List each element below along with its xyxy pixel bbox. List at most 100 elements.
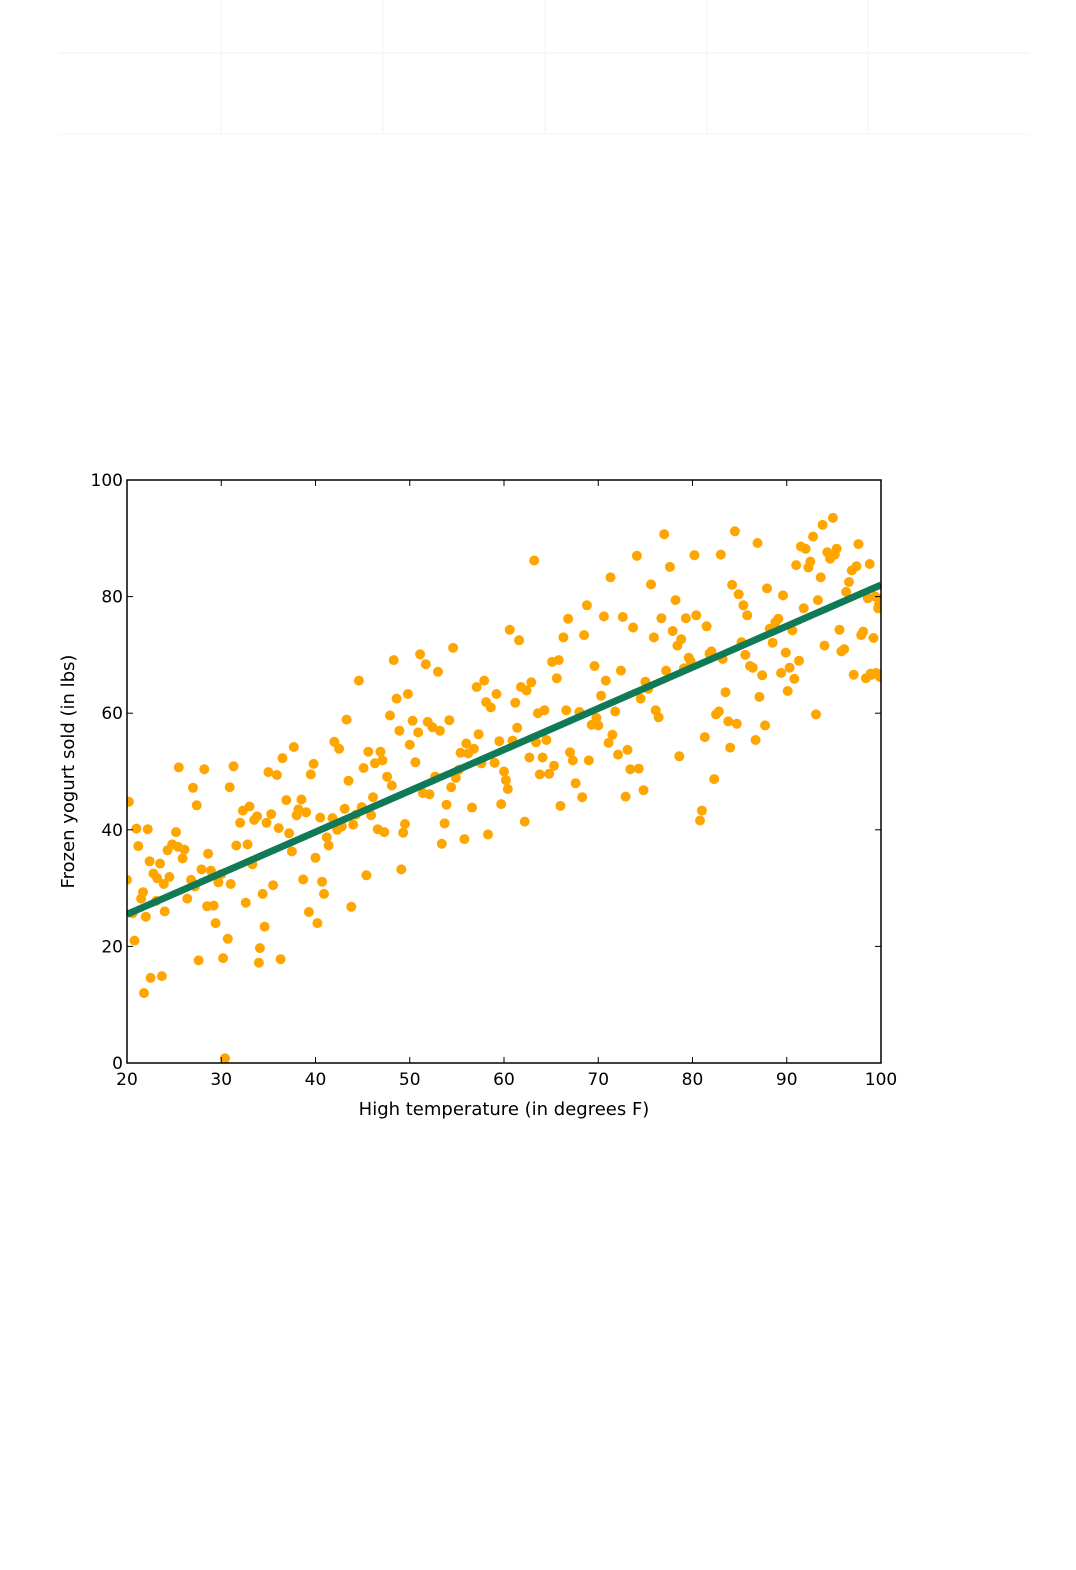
data-point	[555, 800, 566, 811]
data-point	[427, 722, 438, 733]
data-point	[757, 670, 768, 681]
data-point	[499, 766, 509, 777]
data-point	[529, 555, 540, 566]
data-point	[188, 782, 198, 793]
data-point	[388, 655, 399, 666]
data-point	[815, 572, 826, 583]
data-point	[831, 543, 842, 554]
data-point	[268, 880, 279, 891]
data-point	[778, 590, 788, 601]
data-point	[271, 770, 282, 780]
y-tick-label: 60	[101, 704, 123, 724]
data-point	[742, 610, 753, 621]
data-point	[467, 802, 477, 813]
data-point	[496, 799, 507, 810]
data-point	[667, 626, 678, 636]
data-point	[439, 818, 450, 829]
data-point	[819, 640, 830, 651]
data-point	[570, 778, 581, 789]
data-point	[610, 706, 621, 717]
data-point	[444, 715, 455, 726]
data-point	[353, 675, 364, 686]
data-point	[784, 662, 795, 673]
data-point	[519, 816, 530, 827]
data-point	[664, 561, 675, 572]
data-point	[589, 661, 600, 671]
data-point	[361, 870, 372, 881]
data-point	[420, 659, 431, 670]
data-point	[676, 634, 687, 645]
data-point	[504, 624, 515, 635]
x-tick-label: 40	[305, 1070, 327, 1090]
data-point	[127, 874, 132, 885]
data-point	[791, 560, 802, 571]
data-point	[385, 710, 395, 721]
data-point	[782, 686, 793, 696]
data-point	[689, 550, 700, 561]
data-point	[133, 841, 144, 852]
data-point	[646, 579, 656, 590]
data-point	[410, 757, 421, 768]
y-tick-label: 20	[101, 937, 123, 957]
data-point	[343, 775, 354, 786]
data-point	[225, 879, 236, 889]
data-point	[413, 727, 424, 738]
data-point	[196, 864, 207, 875]
data-point	[868, 633, 879, 643]
data-point	[182, 893, 193, 904]
data-point	[446, 782, 457, 793]
data-point	[524, 752, 535, 763]
data-point	[776, 668, 787, 678]
data-point	[853, 539, 864, 550]
data-point	[754, 691, 765, 702]
data-point	[731, 718, 742, 729]
trendline	[127, 581, 881, 918]
data-point	[808, 531, 819, 542]
data-point	[653, 712, 664, 723]
data-point	[257, 888, 268, 899]
data-point	[386, 780, 397, 791]
data-point	[461, 738, 472, 749]
data-point	[851, 561, 862, 572]
data-point	[733, 589, 744, 600]
data-point	[514, 635, 525, 646]
data-point	[479, 675, 490, 686]
data-point	[534, 769, 545, 780]
data-point	[407, 715, 418, 726]
y-tick-label: 40	[101, 821, 123, 841]
data-point	[485, 702, 496, 713]
data-point	[277, 753, 288, 764]
data-point	[817, 519, 828, 530]
data-point	[551, 673, 562, 684]
data-point	[319, 888, 329, 899]
data-point	[156, 971, 167, 982]
y-tick-label: 80	[101, 588, 123, 608]
data-point	[242, 839, 253, 850]
data-point	[805, 556, 816, 567]
data-point	[841, 586, 852, 597]
data-point	[203, 848, 214, 859]
data-point	[139, 988, 149, 998]
data-point	[696, 805, 707, 816]
data-point	[738, 600, 749, 611]
data-point	[254, 943, 265, 954]
data-point	[656, 613, 667, 624]
data-point	[723, 716, 734, 727]
x-tick-label: 60	[493, 1070, 515, 1090]
data-point	[321, 832, 332, 843]
data-point	[750, 735, 761, 745]
data-point	[740, 649, 751, 660]
data-point	[363, 746, 374, 757]
data-point	[208, 900, 219, 911]
data-point	[607, 729, 618, 740]
data-point	[541, 735, 552, 745]
data-point	[521, 685, 532, 696]
data-point	[613, 749, 623, 760]
data-point	[341, 714, 352, 725]
data-point	[244, 801, 255, 812]
data-point	[253, 957, 264, 968]
data-point	[583, 755, 594, 766]
data-point	[293, 804, 304, 815]
data-point	[659, 529, 670, 540]
data-point	[563, 613, 574, 624]
